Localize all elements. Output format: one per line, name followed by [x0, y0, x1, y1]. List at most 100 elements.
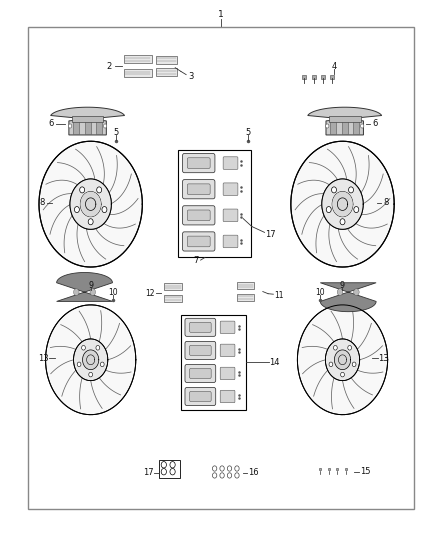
Text: 13: 13 — [38, 354, 48, 362]
FancyBboxPatch shape — [187, 184, 210, 195]
Circle shape — [297, 305, 388, 415]
FancyBboxPatch shape — [223, 183, 238, 196]
Circle shape — [235, 473, 239, 478]
Circle shape — [90, 289, 95, 295]
Bar — [237, 294, 254, 301]
Circle shape — [170, 462, 175, 468]
Bar — [329, 116, 360, 122]
Text: 8: 8 — [39, 198, 45, 207]
Circle shape — [88, 219, 93, 225]
FancyBboxPatch shape — [187, 236, 210, 247]
Circle shape — [212, 466, 217, 471]
Text: 5: 5 — [246, 128, 251, 136]
Circle shape — [235, 466, 239, 471]
Circle shape — [322, 179, 363, 229]
FancyBboxPatch shape — [183, 232, 215, 251]
Bar — [156, 68, 177, 76]
Text: 4: 4 — [331, 62, 336, 70]
Text: 7: 7 — [193, 256, 198, 264]
Bar — [73, 119, 79, 134]
FancyBboxPatch shape — [183, 206, 215, 225]
Circle shape — [89, 372, 92, 377]
Circle shape — [332, 191, 353, 217]
Circle shape — [325, 339, 360, 381]
Circle shape — [170, 469, 175, 475]
FancyBboxPatch shape — [183, 154, 215, 173]
Circle shape — [220, 466, 224, 471]
Text: 10: 10 — [108, 288, 118, 296]
Circle shape — [100, 362, 104, 367]
FancyBboxPatch shape — [187, 210, 210, 221]
Polygon shape — [51, 107, 124, 135]
Text: 13: 13 — [378, 354, 389, 362]
Bar — [342, 119, 348, 134]
Circle shape — [74, 207, 79, 213]
FancyBboxPatch shape — [185, 365, 215, 383]
Text: 11: 11 — [274, 292, 284, 300]
Circle shape — [334, 350, 351, 370]
Circle shape — [68, 124, 72, 128]
Circle shape — [97, 187, 102, 193]
Circle shape — [212, 473, 217, 478]
Circle shape — [82, 350, 99, 370]
Circle shape — [332, 187, 336, 193]
Text: 2: 2 — [106, 62, 111, 70]
Polygon shape — [320, 282, 376, 312]
Text: 10: 10 — [315, 288, 325, 296]
Circle shape — [340, 219, 345, 225]
Bar — [159, 460, 180, 478]
Circle shape — [227, 473, 232, 478]
Circle shape — [96, 345, 100, 350]
Bar — [96, 119, 102, 134]
Text: 9: 9 — [339, 281, 344, 290]
FancyBboxPatch shape — [220, 367, 235, 379]
FancyBboxPatch shape — [220, 344, 235, 357]
Text: 14: 14 — [269, 358, 280, 367]
Circle shape — [227, 466, 232, 471]
FancyBboxPatch shape — [187, 158, 210, 168]
Bar — [164, 295, 182, 302]
FancyBboxPatch shape — [220, 390, 235, 403]
Circle shape — [102, 207, 107, 213]
FancyBboxPatch shape — [185, 387, 215, 406]
Text: 16: 16 — [248, 469, 258, 477]
Circle shape — [329, 362, 333, 367]
FancyBboxPatch shape — [183, 180, 215, 199]
Text: 12: 12 — [145, 289, 155, 297]
Circle shape — [333, 345, 337, 350]
Text: 3: 3 — [188, 72, 193, 81]
Circle shape — [161, 462, 166, 468]
Circle shape — [354, 207, 359, 213]
Circle shape — [349, 187, 353, 193]
Circle shape — [80, 191, 101, 217]
Circle shape — [341, 372, 344, 377]
Polygon shape — [308, 107, 381, 135]
FancyBboxPatch shape — [185, 318, 215, 336]
FancyBboxPatch shape — [223, 235, 238, 248]
Bar — [72, 116, 103, 122]
Bar — [164, 284, 182, 290]
Circle shape — [161, 469, 166, 475]
Text: 1: 1 — [218, 11, 224, 19]
Circle shape — [291, 141, 394, 267]
Circle shape — [325, 124, 329, 128]
Text: 6: 6 — [372, 119, 378, 128]
FancyBboxPatch shape — [220, 321, 235, 334]
FancyBboxPatch shape — [190, 368, 211, 378]
Bar — [181, 315, 246, 410]
Circle shape — [81, 345, 85, 350]
Text: 8: 8 — [384, 198, 389, 207]
Bar — [237, 282, 254, 289]
Circle shape — [353, 289, 359, 295]
FancyBboxPatch shape — [190, 345, 211, 356]
FancyBboxPatch shape — [223, 209, 238, 222]
Bar — [28, 27, 414, 509]
Text: 5: 5 — [113, 128, 119, 136]
Bar — [85, 119, 91, 134]
Text: 6: 6 — [49, 119, 54, 128]
Circle shape — [77, 362, 81, 367]
Bar — [178, 150, 251, 257]
Circle shape — [103, 124, 107, 128]
Circle shape — [39, 141, 142, 267]
Circle shape — [46, 305, 136, 415]
